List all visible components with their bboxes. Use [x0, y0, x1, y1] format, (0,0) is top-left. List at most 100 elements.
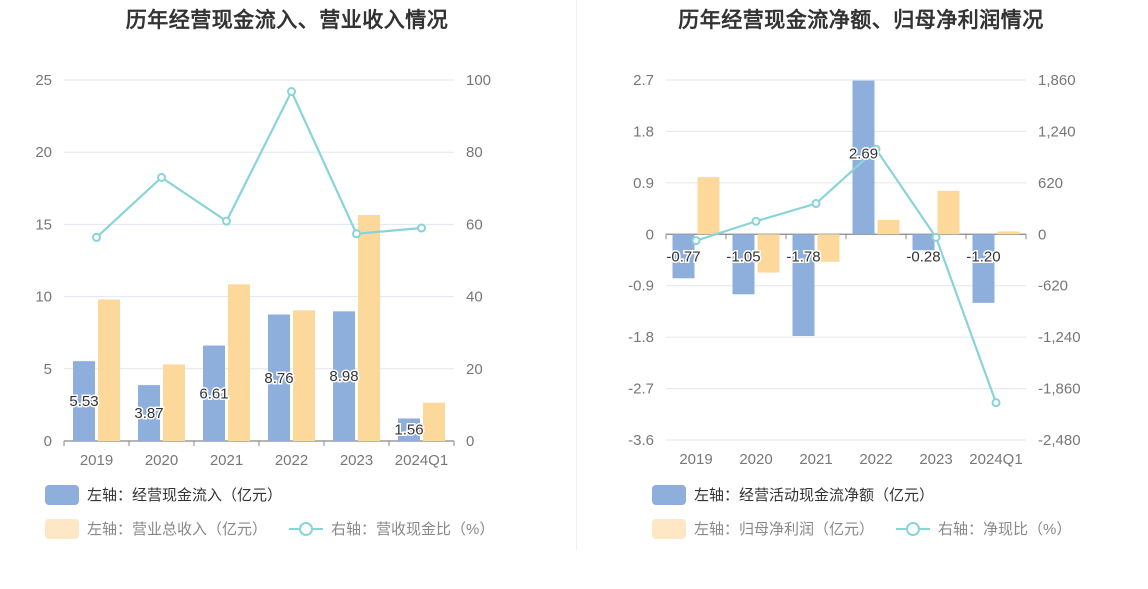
- y-left-tick-label: 25: [35, 72, 52, 89]
- bar-data-label: -1.05: [726, 248, 760, 265]
- bar-data-label: -1.78: [786, 248, 820, 265]
- legend-label: 右轴：净现比（%）: [938, 521, 1072, 538]
- x-tick-label: 2024Q1: [395, 452, 448, 469]
- x-tick-label: 2021: [210, 452, 243, 469]
- bar-primary-2022: [852, 80, 875, 235]
- bar-primary-2020: [732, 234, 755, 295]
- y-right-tick-label: 100: [466, 72, 491, 89]
- legend-label: 右轴：营收现金比（%）: [331, 521, 495, 538]
- bar-secondary-2022: [293, 310, 315, 441]
- y-left-tick-label: 0: [44, 433, 52, 450]
- right-legend-row-2: 左轴：归母净利润（亿元） 右轴：净现比（%）: [652, 518, 1093, 539]
- bar-primary-2023: [333, 311, 355, 441]
- legend-item-net-cash-ratio[interactable]: 右轴：净现比（%）: [896, 518, 1071, 539]
- y-right-tick-label: 1,240: [1038, 123, 1076, 140]
- bar-data-label: 1.56: [394, 422, 423, 439]
- legend-label: 左轴：经营现金流入（亿元）: [87, 487, 283, 504]
- y-left-tick-label: -2.7: [628, 381, 654, 398]
- right-legend-row-1: 左轴：经营活动现金流净额（亿元）: [652, 484, 956, 505]
- right-chart-svg: -3.6 -2.7 -1.8 -0.9 0 0.9 1.8 2.7 -2,480 -1,860 -1…: [628, 72, 1081, 468]
- y-left-tick-label: 1.8: [633, 123, 654, 140]
- y-left-tick-label: -1.8: [628, 329, 654, 346]
- y-right-tick-label: 60: [466, 216, 483, 233]
- ratio-line: [95, 89, 422, 239]
- bar-primary-2021: [792, 234, 815, 336]
- y-right-tick-label: -1,240: [1038, 329, 1081, 346]
- y-right-tick-label: 0: [466, 433, 474, 450]
- legend-swatch-orange: [652, 518, 686, 539]
- bar-data-label: 5.53: [69, 393, 98, 410]
- y-left-tick-label: 0.9: [633, 175, 654, 192]
- x-tick-label: 2024Q1: [969, 451, 1022, 468]
- ratio-point-2019: [691, 236, 701, 246]
- ratio-point-2022: [287, 87, 296, 97]
- y-left-tick-label: 5: [44, 361, 52, 378]
- bar-secondary-2021: [817, 234, 840, 262]
- y-left-tick-label: 20: [35, 144, 52, 161]
- y-right-tick-label: -620: [1038, 278, 1068, 295]
- ratio-point-2024Q1: [417, 223, 426, 233]
- x-tick-label: 2022: [859, 451, 892, 468]
- y-right-tick-label: -2,480: [1038, 432, 1081, 449]
- bar-primary-2021: [203, 345, 225, 441]
- right-chart-panel: 历年经营现金流净额、归母净利润情况 -3.6 -2.7 -1.8 -0.9 0 0.9 1.…: [574, 0, 1148, 560]
- y-right-tick-label: 20: [466, 361, 483, 378]
- left-chart-title: 历年经营现金流入、营业收入情况: [125, 9, 449, 32]
- bar-secondary-2022: [877, 220, 900, 235]
- y-right-tick-label: 40: [466, 289, 483, 306]
- legend-item-net-cash-flow[interactable]: 左轴：经营活动现金流净额（亿元）: [652, 484, 934, 505]
- ratio-line: [695, 147, 998, 404]
- panel-divider: [576, 0, 577, 550]
- legend-swatch-blue: [45, 484, 79, 505]
- legend-item-net-profit[interactable]: 左轴：归母净利润（亿元）: [652, 518, 874, 539]
- bar-secondary-2024Q1: [423, 402, 445, 441]
- y-right-tick-label: 620: [1038, 175, 1063, 192]
- bar-secondary-2019: [98, 299, 120, 441]
- ratio-point-2021: [811, 199, 821, 209]
- ratio-point-2020: [157, 172, 166, 182]
- bar-data-label: -0.77: [666, 248, 700, 265]
- legend-label: 左轴：经营活动现金流净额（亿元）: [694, 487, 935, 504]
- legend-item-revenue[interactable]: 左轴：营业总收入（亿元）: [45, 518, 267, 539]
- ratio-point-2023: [931, 232, 941, 242]
- ratio-point-2024Q1: [991, 398, 1001, 408]
- left-chart-svg: 0 5 10 15 20 25 0 20 40 60 80 100 2019 2020 2021 2022 20…: [35, 72, 491, 469]
- y-right-tick-label: 1,860: [1038, 72, 1076, 89]
- y-left-tick-label: -3.6: [628, 432, 654, 449]
- bar-secondary-2020: [163, 364, 185, 441]
- x-tick-label: 2019: [80, 452, 113, 469]
- bar-primary-2024Q1: [972, 234, 995, 303]
- bar-primary-2020: [138, 385, 160, 441]
- ratio-point-2020: [751, 216, 761, 226]
- y-left-tick-label: -0.9: [628, 278, 654, 295]
- x-tick-label: 2021: [799, 451, 832, 468]
- left-legend-row-2: 左轴：营业总收入（亿元） 右轴：营收现金比（%）: [45, 518, 516, 539]
- x-tick-label: 2023: [919, 451, 952, 468]
- ratio-point-2022: [871, 144, 881, 154]
- y-left-tick-label: 2.7: [633, 72, 654, 89]
- y-right-tick-label: 80: [466, 144, 483, 161]
- legend-swatch-orange: [45, 518, 79, 539]
- legend-item-cash-inflow[interactable]: 左轴：经营现金流入（亿元）: [45, 484, 282, 505]
- y-left-tick-label: 15: [35, 216, 52, 233]
- bar-data-label: 3.87: [134, 405, 163, 422]
- x-tick-label: 2022: [275, 452, 308, 469]
- bar-secondary-2021: [228, 284, 250, 441]
- bar-secondary-2023: [937, 190, 960, 235]
- y-left-tick-label: 0: [646, 226, 654, 243]
- y-right-tick-label: 0: [1038, 226, 1046, 243]
- ratio-point-2019: [92, 232, 101, 242]
- legend-item-cash-ratio[interactable]: 右轴：营收现金比（%）: [289, 518, 494, 539]
- legend-line-icon: [896, 519, 931, 539]
- x-tick-label: 2020: [145, 452, 178, 469]
- legend-label: 左轴：归母净利润（亿元）: [694, 521, 875, 538]
- bar-data-label: -1.20: [966, 248, 1000, 265]
- bar-primary-2023: [912, 234, 935, 251]
- legend-line-icon: [289, 519, 324, 539]
- bar-data-label: 2.69: [849, 146, 878, 163]
- bar-primary-2022: [268, 314, 290, 441]
- legend-label: 左轴：营业总收入（亿元）: [87, 521, 268, 538]
- x-tick-label: 2023: [340, 452, 373, 469]
- legend-swatch-blue: [652, 484, 686, 505]
- bar-data-label: 6.61: [199, 385, 228, 402]
